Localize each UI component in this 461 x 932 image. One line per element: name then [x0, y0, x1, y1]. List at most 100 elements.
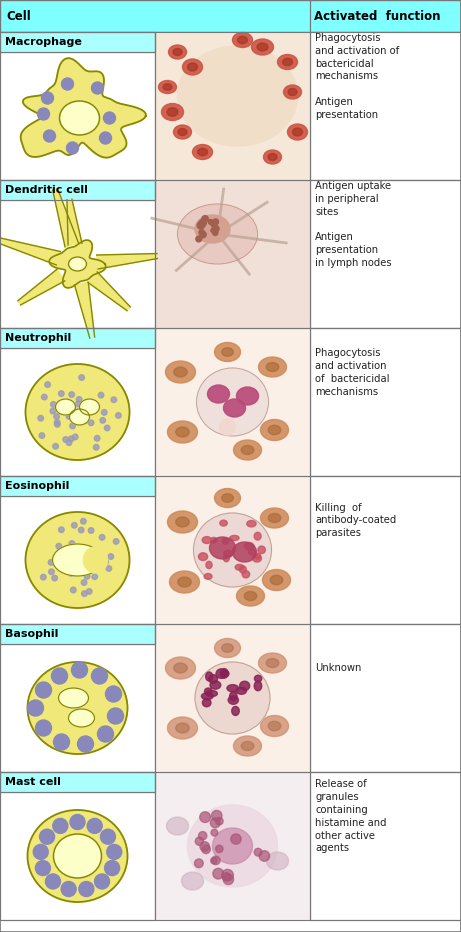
Ellipse shape: [28, 810, 128, 902]
Circle shape: [71, 587, 76, 593]
Circle shape: [91, 82, 104, 94]
Ellipse shape: [222, 644, 233, 652]
Circle shape: [65, 411, 71, 417]
Circle shape: [95, 874, 110, 889]
Ellipse shape: [195, 662, 270, 734]
Bar: [155, 624, 310, 772]
Ellipse shape: [244, 542, 254, 550]
Ellipse shape: [159, 80, 177, 93]
Bar: [0, 180, 155, 200]
Circle shape: [33, 844, 48, 859]
Circle shape: [71, 547, 77, 553]
Ellipse shape: [266, 852, 289, 870]
Polygon shape: [49, 240, 106, 288]
Ellipse shape: [292, 128, 302, 136]
Circle shape: [41, 92, 53, 104]
Ellipse shape: [236, 688, 247, 694]
Ellipse shape: [176, 723, 189, 733]
Bar: [0, 476, 155, 496]
Text: Unknown: Unknown: [315, 664, 361, 674]
Circle shape: [52, 668, 67, 684]
Bar: [0, 624, 155, 644]
Bar: [0, 772, 155, 792]
Bar: [0, 52, 155, 180]
Ellipse shape: [169, 45, 187, 59]
Ellipse shape: [239, 566, 246, 573]
Circle shape: [113, 539, 119, 544]
Ellipse shape: [166, 817, 189, 835]
Ellipse shape: [170, 571, 200, 593]
Bar: [0, 0, 461, 32]
Bar: [310, 32, 461, 180]
Ellipse shape: [220, 670, 229, 677]
Circle shape: [223, 874, 234, 884]
Circle shape: [213, 230, 218, 236]
Circle shape: [41, 574, 46, 580]
Bar: [0, 644, 155, 772]
Circle shape: [79, 375, 84, 380]
Circle shape: [216, 845, 223, 853]
Ellipse shape: [25, 512, 130, 608]
Circle shape: [86, 589, 92, 595]
Bar: [0, 792, 155, 920]
Text: Basophil: Basophil: [5, 629, 59, 639]
Circle shape: [69, 541, 75, 546]
Circle shape: [212, 226, 219, 232]
Ellipse shape: [206, 672, 213, 681]
Circle shape: [106, 566, 112, 571]
Text: Release of
granules
containing
histamine and
other active
agents: Release of granules containing histamine…: [315, 779, 386, 854]
Ellipse shape: [235, 565, 244, 570]
Circle shape: [53, 818, 68, 833]
Ellipse shape: [174, 367, 187, 377]
Ellipse shape: [268, 514, 281, 523]
Circle shape: [95, 435, 100, 441]
Circle shape: [92, 574, 98, 580]
Circle shape: [38, 416, 43, 421]
Bar: [0, 180, 155, 200]
Ellipse shape: [53, 544, 102, 576]
Circle shape: [74, 544, 80, 550]
Circle shape: [66, 142, 78, 154]
Ellipse shape: [167, 108, 178, 116]
Circle shape: [70, 815, 85, 829]
Bar: [0, 624, 155, 644]
Circle shape: [76, 401, 81, 406]
Bar: [0, 32, 155, 52]
Ellipse shape: [210, 681, 221, 689]
Text: Activated  function: Activated function: [314, 9, 441, 22]
Circle shape: [72, 434, 78, 440]
Circle shape: [208, 220, 213, 225]
Ellipse shape: [227, 685, 238, 692]
Bar: [0, 32, 155, 180]
Ellipse shape: [241, 742, 254, 750]
Circle shape: [70, 423, 75, 429]
Ellipse shape: [232, 542, 256, 562]
Circle shape: [51, 402, 56, 407]
Circle shape: [68, 436, 74, 442]
Circle shape: [56, 553, 62, 558]
Circle shape: [211, 228, 215, 233]
Circle shape: [43, 130, 55, 142]
Circle shape: [101, 409, 107, 415]
Bar: [310, 180, 461, 328]
Ellipse shape: [167, 421, 197, 443]
Ellipse shape: [240, 681, 250, 691]
Circle shape: [64, 561, 70, 567]
Circle shape: [99, 535, 105, 541]
Circle shape: [219, 419, 236, 435]
Ellipse shape: [254, 532, 261, 540]
Circle shape: [69, 403, 74, 408]
Ellipse shape: [195, 215, 230, 243]
Ellipse shape: [167, 511, 197, 533]
Ellipse shape: [174, 663, 187, 673]
Circle shape: [37, 108, 49, 120]
Ellipse shape: [176, 517, 189, 527]
Ellipse shape: [252, 39, 273, 55]
Ellipse shape: [209, 675, 218, 683]
Bar: [310, 476, 461, 624]
Circle shape: [100, 132, 112, 144]
Circle shape: [212, 857, 220, 865]
Circle shape: [53, 444, 59, 449]
Bar: [310, 624, 461, 772]
Ellipse shape: [205, 688, 212, 694]
